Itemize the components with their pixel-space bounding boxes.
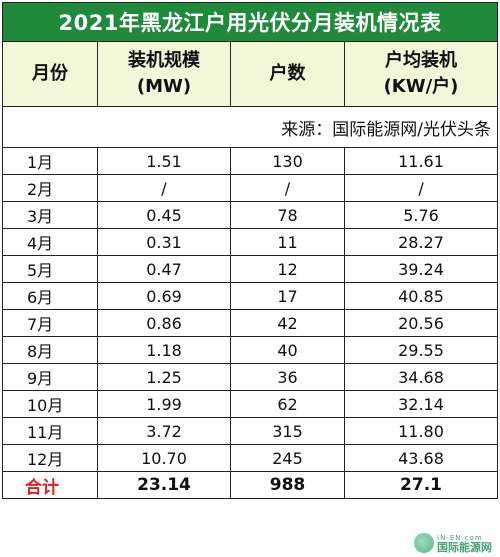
cell-capacity: 1.99 — [97, 390, 231, 418]
cell-capacity: 0.45 — [97, 201, 231, 229]
cell-avg: 11.80 — [343, 417, 499, 445]
cell-capacity: 0.86 — [97, 309, 231, 337]
total-row: 合计 23.14 988 27.1 — [2, 471, 499, 499]
cell-capacity: 0.31 — [97, 228, 231, 256]
cell-avg: 39.24 — [343, 255, 499, 283]
cell-capacity: 1.25 — [97, 363, 231, 391]
cell-capacity: 0.69 — [97, 282, 231, 310]
cell-avg: 5.76 — [343, 201, 499, 229]
watermark-logo-icon — [414, 533, 434, 553]
installation-table: 2021年黑龙江户用光伏分月装机情况表 月份 装机规模 (MW) 户数 户均装机(… — [1, 2, 499, 499]
cell-households: 11 — [230, 228, 345, 256]
table-row: 11月 3.72 315 11.80 — [2, 417, 499, 445]
title-row: 2021年黑龙江户用光伏分月装机情况表 — [1, 2, 499, 42]
data-rows: 1月 1.51 130 11.61 2月 / //3月 0.45 78 5.76 4月 0.31 11 2… — [2, 147, 499, 472]
cell-avg: 20.56 — [343, 309, 499, 337]
cell-households: 78 — [230, 201, 345, 229]
total-avg: 27.1 — [343, 471, 499, 499]
table-title: 2021年黑龙江户用光伏分月装机情况表 — [1, 2, 499, 42]
cell-capacity: 3.72 — [97, 417, 231, 445]
cell-month: 8月 — [2, 336, 98, 364]
table-row: 10月 1.99 62 32.14 — [2, 390, 499, 418]
table-row: 8月 1.18 40 29.55 — [2, 336, 499, 364]
cell-households: 130 — [230, 147, 345, 175]
header-month: 月份 — [2, 41, 98, 107]
cell-month: 11月 — [2, 417, 98, 445]
table-row: 1月 1.51 130 11.61 — [2, 147, 499, 175]
table-row: 4月 0.31 11 28.27 — [2, 228, 499, 256]
cell-month: 4月 — [2, 228, 98, 256]
header-households: 户数 — [230, 41, 345, 107]
table-row: 5月 0.47 12 39.24 — [2, 255, 499, 283]
cell-avg: / — [343, 174, 499, 202]
cell-month: 5月 — [2, 255, 98, 283]
cell-households: 42 — [230, 309, 345, 337]
cell-capacity: 10.70 — [97, 444, 231, 472]
cell-households: 17 — [230, 282, 345, 310]
cell-month: 6月 — [2, 282, 98, 310]
cell-capacity: 0.47 — [97, 255, 231, 283]
watermark-en: IN-EN.com — [437, 534, 483, 542]
cell-avg: 34.68 — [343, 363, 499, 391]
header-row: 月份 装机规模 (MW) 户数 户均装机 (KW/户) — [2, 41, 499, 107]
cell-month: 10月 — [2, 390, 98, 418]
cell-month: 3月 — [2, 201, 98, 229]
cell-avg: 43.68 — [343, 444, 499, 472]
total-capacity: 23.14 — [97, 471, 231, 499]
cell-households: 315 — [230, 417, 345, 445]
cell-avg: 28.27 — [343, 228, 499, 256]
table-row: 7月 0.86 42 20.56 — [2, 309, 499, 337]
cell-month: 12月 — [2, 444, 98, 472]
cell-households: 36 — [230, 363, 345, 391]
watermark-text: IN-EN.com 国际能源网 — [437, 533, 492, 553]
total-label: 合计 — [2, 471, 98, 499]
total-households: 988 — [230, 471, 345, 499]
cell-capacity: 1.51 — [97, 147, 231, 175]
table-row: 9月 1.25 36 34.68 — [2, 363, 499, 391]
cell-households: 62 — [230, 390, 345, 418]
cell-avg: 40.85 — [343, 282, 499, 310]
table-row: 3月 0.45 78 5.76 — [2, 201, 499, 229]
cell-month: 2月 — [2, 174, 98, 202]
watermark-cn: 国际能源网 — [437, 541, 492, 554]
cell-avg: 11.61 — [343, 147, 499, 175]
cell-capacity: 1.18 — [97, 336, 231, 364]
source-text: 来源：国际能源网/光伏头条 — [1, 106, 499, 148]
cell-month: 7月 — [2, 309, 98, 337]
cell-households: 12 — [230, 255, 345, 283]
table-row: 2月 / / / — [2, 174, 499, 202]
cell-avg: 29.55 — [343, 336, 499, 364]
watermark: IN-EN.com 国际能源网 — [414, 533, 492, 553]
cell-avg: 32.14 — [343, 390, 499, 418]
cell-capacity: / — [97, 174, 231, 202]
header-avg: 户均装机 (KW/户) — [343, 41, 499, 107]
cell-month: 9月 — [2, 363, 98, 391]
table-row: 6月 0.69 17 40.85 — [2, 282, 499, 310]
table-row: 12月 10.70 245 43.68 — [2, 444, 499, 472]
cell-households: 40 — [230, 336, 345, 364]
source-row: 来源：国际能源网/光伏头条 — [1, 106, 499, 148]
cell-month: 1月 — [2, 147, 98, 175]
cell-households: / — [230, 174, 345, 202]
cell-households: 245 — [230, 444, 345, 472]
header-capacity: 装机规模 (MW) — [97, 41, 231, 107]
